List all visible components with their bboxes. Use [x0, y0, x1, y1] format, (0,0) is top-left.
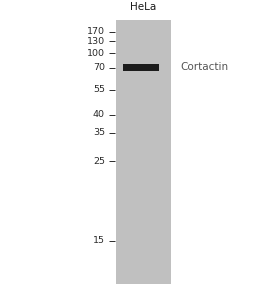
- Text: 100: 100: [87, 49, 105, 58]
- Text: 25: 25: [93, 157, 105, 166]
- Text: 55: 55: [93, 85, 105, 94]
- Text: Cortactin: Cortactin: [181, 62, 229, 73]
- Text: 15: 15: [93, 236, 105, 245]
- Text: 35: 35: [93, 128, 105, 137]
- Text: HeLa: HeLa: [130, 2, 157, 12]
- Bar: [116, 20, 171, 283]
- Text: 40: 40: [93, 110, 105, 119]
- Text: 130: 130: [87, 37, 105, 46]
- Text: 170: 170: [87, 27, 105, 36]
- Bar: [123, 64, 159, 71]
- Text: 70: 70: [93, 63, 105, 72]
